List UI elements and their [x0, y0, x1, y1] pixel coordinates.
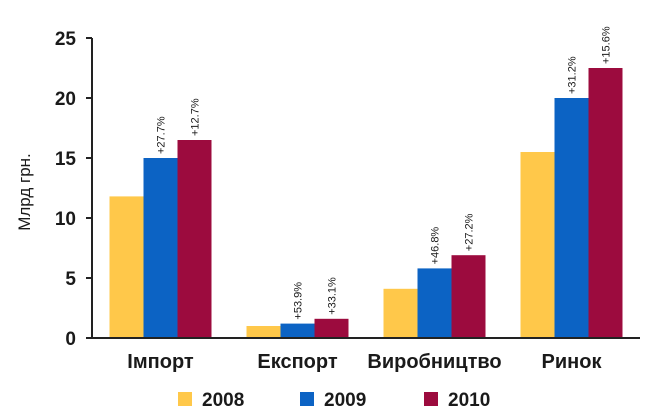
category-label: Ринок: [542, 351, 603, 373]
legend-swatch-2008: [178, 392, 192, 406]
data-label: +46.8%: [430, 227, 442, 265]
data-label: +33.1%: [327, 277, 339, 315]
bar-2008-3: [520, 152, 555, 338]
x-axis: Імпорт Експорт Виробництво Ринок: [92, 337, 640, 373]
bar-2010-3: [588, 68, 623, 338]
legend-swatch-2010: [424, 392, 438, 406]
y-tick-label: 0: [65, 329, 76, 350]
data-label: +27.7%: [156, 116, 168, 154]
category-label: Експорт: [257, 351, 337, 373]
bar-2009-3: [554, 98, 589, 338]
y-tick-label: 25: [55, 29, 77, 50]
data-label: +27.2%: [464, 213, 476, 251]
legend-label: 2010: [448, 390, 490, 410]
y-tick-label: 5: [65, 269, 76, 290]
bar-2008-1: [246, 326, 281, 338]
bar-2010-0: [177, 140, 212, 338]
bar-2010-2: [451, 255, 486, 338]
y-axis-label: Млрд грн.: [15, 153, 34, 231]
y-axis: 0 5 10 15 20 25: [55, 29, 93, 350]
category-label: Імпорт: [127, 351, 194, 373]
data-label: +12.7%: [190, 98, 202, 136]
bar-2008-2: [383, 288, 418, 338]
bar-2009-0: [143, 158, 178, 338]
y-tick-label: 10: [55, 209, 76, 230]
y-tick-label: 20: [55, 89, 76, 110]
bars: +27.7% +12.7% +53.9% +33.1% +46.8% +27.2% +31.…: [109, 26, 623, 338]
legend-label: 2008: [202, 390, 244, 410]
category-label: Виробництво: [367, 351, 501, 373]
data-label: +31.2%: [567, 56, 579, 94]
legend-label: 2009: [324, 390, 366, 410]
bar-2010-1: [314, 318, 349, 338]
data-label: +15.6%: [601, 26, 613, 64]
legend: 2008 2009 2010: [178, 390, 490, 410]
bar-2008-0: [109, 196, 144, 338]
bar-2009-1: [280, 323, 315, 338]
data-label: +53.9%: [293, 282, 305, 320]
legend-swatch-2009: [300, 392, 314, 406]
y-tick-label: 15: [55, 149, 77, 170]
bar-2009-2: [417, 268, 452, 338]
